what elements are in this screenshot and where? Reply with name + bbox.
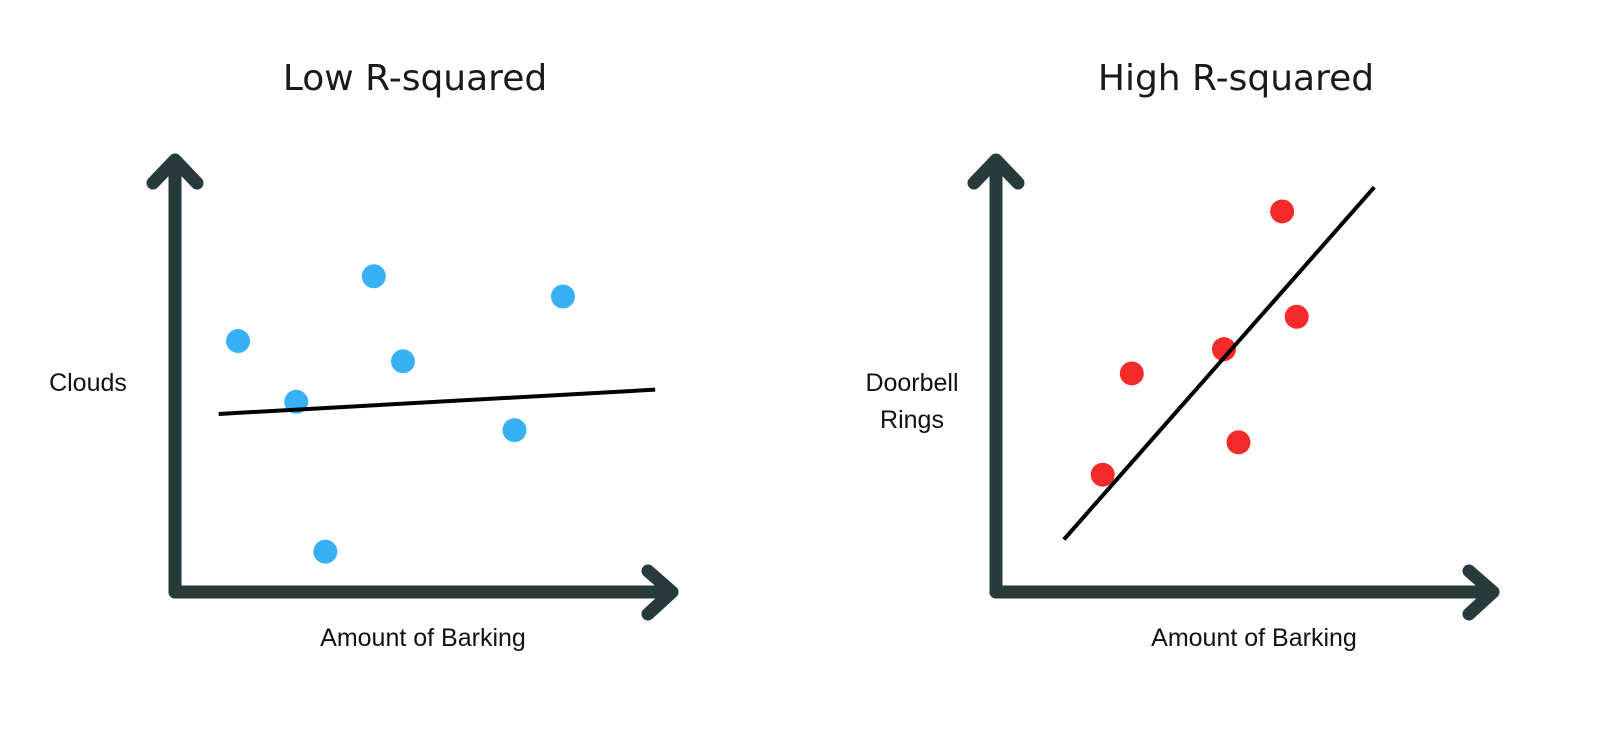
scatter-points xyxy=(226,264,575,564)
data-point-3 xyxy=(1211,337,1236,362)
data-point-6 xyxy=(1284,304,1309,329)
low-r-squared-panel: Low R-squared Amount of Barking Clouds xyxy=(49,58,679,652)
data-point-3 xyxy=(361,264,386,289)
regression-line xyxy=(1062,185,1376,541)
data-point-4 xyxy=(390,349,415,374)
x-axis-arrow xyxy=(989,564,1500,621)
low-r-squared-title: Low R-squared xyxy=(283,58,547,99)
x-axis-label: Amount of Barking xyxy=(1151,624,1357,652)
data-point-6 xyxy=(551,284,575,309)
high-r-squared-panel: High R-squared Amount of Barking Doorbel… xyxy=(865,58,1500,652)
x-axis-arrow xyxy=(168,564,679,621)
y-axis-label-line-1: Doorbell xyxy=(865,369,958,397)
x-axis-label: Amount of Barking xyxy=(320,624,526,652)
regression-line xyxy=(218,387,656,416)
data-point-4 xyxy=(1226,430,1251,455)
high-r-squared-title: High R-squared xyxy=(1098,58,1374,99)
scatter-points xyxy=(1090,199,1309,487)
data-point-1 xyxy=(226,329,251,354)
data-point-2 xyxy=(313,539,338,564)
data-point-7 xyxy=(502,418,527,443)
data-point-1 xyxy=(1090,462,1115,487)
y-axis-arrow xyxy=(146,153,204,599)
data-point-5 xyxy=(1270,199,1295,224)
data-point-2 xyxy=(1119,361,1144,386)
y-axis-label-line-2: Rings xyxy=(880,406,944,434)
y-axis-arrow xyxy=(967,153,1025,599)
y-axis-label-line-1: Clouds xyxy=(49,369,127,397)
